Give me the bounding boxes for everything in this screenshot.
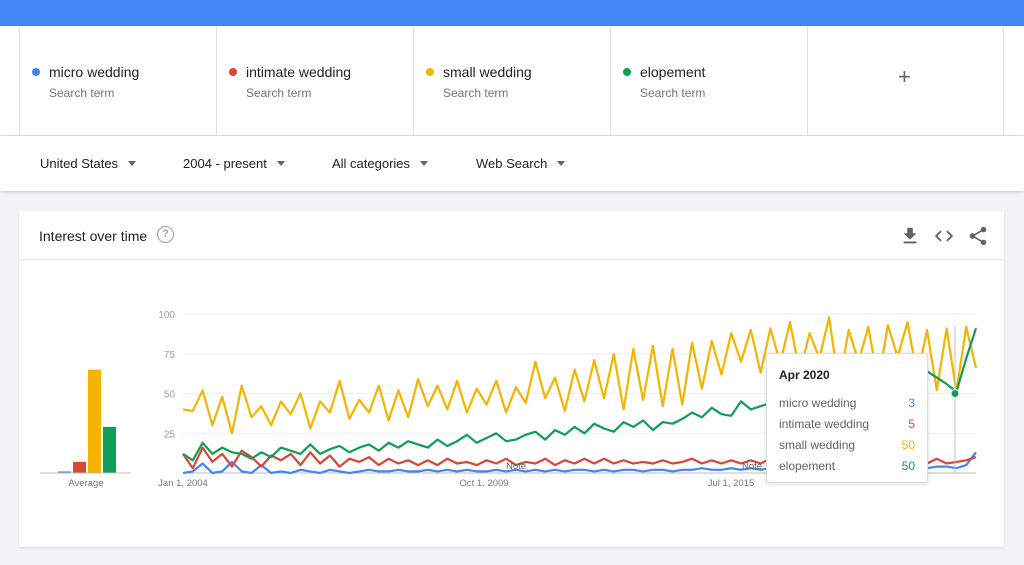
tooltip-date: Apr 2020 bbox=[779, 368, 830, 382]
time-range-label: 2004 - present bbox=[183, 156, 267, 171]
caret-down-icon bbox=[128, 161, 137, 166]
chart-note: Note bbox=[742, 461, 762, 472]
chart-note: Note bbox=[506, 461, 526, 472]
term-type: Search term bbox=[443, 86, 509, 100]
top-bar bbox=[0, 0, 1024, 26]
tooltip-term: intimate wedding bbox=[779, 417, 870, 431]
tooltip-row: elopement 50 bbox=[779, 459, 915, 473]
average-bar bbox=[88, 369, 101, 473]
data-tooltip: Apr 2020 micro wedding 3 intimate weddin… bbox=[766, 353, 928, 483]
card-title: Interest over time bbox=[39, 228, 148, 244]
tooltip-term: elopement bbox=[779, 459, 836, 473]
average-bar bbox=[58, 471, 71, 473]
average-bars: Average bbox=[40, 369, 131, 489]
tooltip-row: micro wedding 3 bbox=[779, 396, 915, 410]
average-label: Average bbox=[68, 478, 103, 489]
add-comparison-button[interactable]: + bbox=[807, 26, 1004, 136]
x-tick-label: Oct 1, 2009 bbox=[459, 478, 508, 489]
download-icon[interactable] bbox=[899, 225, 921, 247]
caret-down-icon bbox=[557, 161, 566, 166]
tooltip-term: small wedding bbox=[779, 438, 856, 452]
search-term-card[interactable]: small wedding Search term bbox=[413, 26, 610, 136]
average-bar bbox=[73, 461, 86, 473]
average-bar bbox=[103, 426, 116, 473]
search-term-card[interactable]: micro wedding Search term bbox=[19, 26, 216, 136]
region-dropdown[interactable]: United States bbox=[40, 156, 137, 171]
tooltip-row: intimate wedding 5 bbox=[779, 417, 915, 431]
x-axis-labels: Jan 1, 2004 Oct 1, 2009 Jul 1, 2015 Note Not… bbox=[158, 461, 762, 489]
x-tick-label: Jan 1, 2004 bbox=[158, 478, 208, 489]
term-type: Search term bbox=[640, 86, 706, 100]
share-icon[interactable] bbox=[967, 225, 989, 247]
term-name: small wedding bbox=[443, 64, 532, 80]
help-icon[interactable]: ? bbox=[157, 226, 174, 243]
caret-down-icon bbox=[420, 161, 429, 166]
search-term-card[interactable]: elopement Search term bbox=[610, 26, 807, 136]
category-label: All categories bbox=[332, 156, 411, 171]
interest-over-time-card: Interest over time ? 25 50 75 100 Average J… bbox=[19, 211, 1004, 547]
tooltip-value: 50 bbox=[901, 459, 915, 473]
category-dropdown[interactable]: All categories bbox=[332, 156, 429, 171]
search-property-label: Web Search bbox=[476, 156, 548, 171]
term-name: intimate wedding bbox=[246, 64, 352, 80]
x-tick-label: Jul 1, 2015 bbox=[708, 478, 754, 489]
search-term-card[interactable]: intimate wedding Search term bbox=[216, 26, 413, 136]
tooltip-value: 50 bbox=[901, 438, 915, 452]
term-name: elopement bbox=[640, 64, 706, 80]
filter-bar: United States 2004 - present All categor… bbox=[0, 136, 1024, 191]
term-type: Search term bbox=[246, 86, 312, 100]
interest-chart[interactable]: 25 50 75 100 Average Jan 1, 2004 Oct 1, 2009… bbox=[19, 211, 1004, 547]
region-label: United States bbox=[40, 156, 119, 171]
y-tick-label: 50 bbox=[164, 390, 176, 401]
embed-icon[interactable] bbox=[933, 225, 955, 247]
tooltip-term: micro wedding bbox=[779, 396, 857, 410]
card-header: Interest over time ? bbox=[19, 211, 1004, 260]
term-color-dot bbox=[229, 68, 237, 76]
time-range-dropdown[interactable]: 2004 - present bbox=[183, 156, 285, 171]
tooltip-row: small wedding 50 bbox=[779, 438, 915, 452]
search-terms-bar: micro wedding Search term intimate weddi… bbox=[0, 26, 1024, 136]
y-tick-label: 100 bbox=[158, 310, 175, 321]
tooltip-value: 3 bbox=[908, 396, 915, 410]
plus-icon: + bbox=[898, 64, 911, 89]
search-property-dropdown[interactable]: Web Search bbox=[476, 156, 566, 171]
term-name: micro wedding bbox=[49, 64, 140, 80]
hover-marker bbox=[950, 389, 960, 398]
term-color-dot bbox=[426, 68, 434, 76]
caret-down-icon bbox=[276, 161, 285, 166]
term-color-dot bbox=[32, 68, 40, 76]
term-color-dot bbox=[623, 68, 631, 76]
y-tick-label: 25 bbox=[164, 429, 176, 440]
y-tick-label: 75 bbox=[164, 350, 176, 361]
term-type: Search term bbox=[49, 86, 115, 100]
tooltip-value: 5 bbox=[908, 417, 915, 431]
